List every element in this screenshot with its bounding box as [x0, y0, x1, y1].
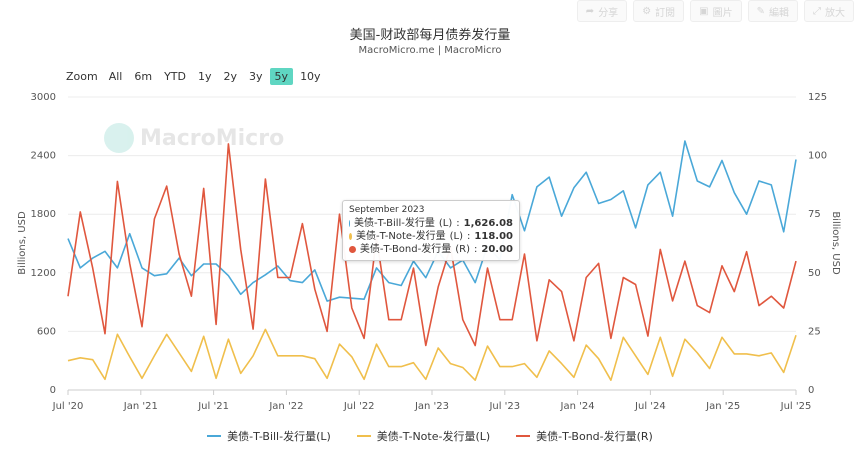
range-10y-button[interactable]: 10y	[300, 70, 321, 83]
x-tick-label: Jul '21	[197, 401, 229, 412]
tooltip-tbond-axis: (R)	[455, 244, 470, 255]
legend-swatch-tnote	[356, 435, 371, 437]
tooltip-tnote-value: 118.00	[474, 231, 513, 242]
tbond-dot-icon	[349, 246, 356, 253]
tooltip-tbill-value: 1,626.08	[463, 218, 513, 229]
image-icon: ▣	[699, 5, 709, 17]
enlarge-button[interactable]: ⤢ 放大	[804, 0, 854, 22]
range-2y-button[interactable]: 2y	[223, 70, 238, 83]
edit-button[interactable]: ✎ 編輯	[747, 0, 798, 22]
y-right-tick-label: 50	[808, 268, 821, 279]
range-5y-button[interactable]: 5y	[269, 68, 294, 85]
series-line-tbill	[67, 140, 797, 302]
enlarge-button-label: 放大	[825, 7, 845, 19]
series-lines	[67, 140, 797, 382]
share-button[interactable]: ➦ 分享	[576, 0, 628, 22]
macromicro-logo-icon	[104, 123, 134, 153]
x-tick-label: Jul '20	[52, 401, 84, 412]
tooltip: September 2023 美债-T-Bill-发行量 (L): 1,626.0…	[342, 200, 520, 261]
x-tick-label: Jan '25	[705, 401, 740, 412]
legend-swatch-tbond	[516, 435, 531, 437]
y-right-tick-label: 75	[808, 209, 821, 220]
legend-item-tnote[interactable]: 美债-T-Note-发行量(L)	[356, 428, 491, 444]
chart-title: 美国-财政部每月债券发行量	[349, 28, 511, 43]
y-left-tick-label: 600	[37, 326, 56, 337]
legend-label-tbond: 美债-T-Bond-发行量(R)	[536, 430, 653, 443]
legend-label-tnote: 美债-T-Note-发行量(L)	[376, 430, 491, 443]
tooltip-title: September 2023	[349, 205, 425, 215]
image-button[interactable]: ▣ 圖片	[690, 0, 742, 22]
y-right-axis-label: Billions, USD	[830, 211, 841, 275]
y-right-axis: 0 25 50 75 100 125	[808, 92, 827, 396]
x-tick-label: Jan '22	[268, 401, 303, 412]
range-selector: Zoom All 6m YTD 1y 2y 3y 5y 10y	[66, 68, 326, 85]
legend: 美债-T-Bill-发行量(L) 美债-T-Note-发行量(L) 美债-T-B…	[0, 428, 860, 444]
chart-subtitle: MacroMicro.me | MacroMicro	[358, 45, 502, 56]
tooltip-tnote-axis: (L)	[449, 231, 464, 242]
subscribe-button[interactable]: ⚙ 訂閱	[633, 0, 685, 22]
watermark-text: MacroMicro	[140, 125, 285, 151]
range-all-button[interactable]: All	[108, 70, 123, 83]
subscribe-button-label: 訂閱	[655, 7, 676, 19]
chart-toolbar: ➦ 分享 ⚙ 訂閱 ▣ 圖片 ✎ 編輯 ⤢ 放大	[576, 0, 854, 22]
series-line-tbond	[67, 143, 797, 347]
tooltip-tbond-value: 20.00	[481, 244, 513, 255]
y-right-tick-label: 125	[808, 92, 827, 103]
tooltip-row-tbill: 美债-T-Bill-发行量 (L): 1,626.08	[349, 217, 513, 230]
tooltip-tbill-series: 美债-T-Bill-发行量	[354, 218, 435, 229]
x-axis: Jul '20 Jan '21 Jul '21 Jan '22 Jul '22 Jan '…	[52, 389, 812, 412]
series-line-tnote	[67, 328, 797, 382]
share-button-label: 分享	[598, 7, 619, 19]
tooltip-row-tbond: 美债-T-Bond-发行量 (R): 20.00	[349, 243, 513, 256]
tooltip-tnote-series: 美债-T-Note-发行量	[355, 231, 446, 242]
range-3y-button[interactable]: 3y	[249, 70, 263, 83]
x-tick-label: Jul '23	[488, 401, 520, 412]
y-left-axis-label: Billions, USD	[17, 211, 28, 275]
y-left-axis: 0 600 1200 1800 2400 3000	[31, 92, 56, 396]
edit-button-label: 編輯	[769, 7, 789, 19]
tbill-dot-icon	[349, 220, 351, 227]
y-right-tick-label: 100	[808, 151, 827, 162]
legend-item-tbill[interactable]: 美债-T-Bill-发行量(L)	[207, 428, 331, 444]
image-button-label: 圖片	[712, 7, 733, 19]
range-ytd-button[interactable]: YTD	[164, 70, 186, 83]
gear-icon: ⚙	[642, 5, 652, 17]
tooltip-tbond-series: 美债-T-Bond-发行量	[359, 244, 452, 255]
y-left-tick-label: 1200	[31, 268, 56, 279]
legend-label-tbill: 美债-T-Bill-发行量(L)	[227, 430, 331, 443]
x-tick-label: Jan '24	[560, 401, 595, 412]
pencil-icon: ✎	[756, 5, 765, 17]
y-right-tick-label: 25	[808, 326, 821, 337]
legend-swatch-tbill	[207, 435, 222, 437]
watermark: MacroMicro	[104, 123, 284, 153]
y-left-tick-label: 1800	[31, 209, 56, 220]
range-zoom-label: Zoom	[66, 70, 98, 83]
y-left-tick-label: 3000	[31, 92, 56, 103]
range-1y-button[interactable]: 1y	[198, 70, 212, 83]
x-tick-label: Jan '23	[414, 401, 449, 412]
expand-icon: ⤢	[813, 5, 821, 17]
y-left-tick-label: 0	[50, 385, 56, 396]
share-icon: ➦	[585, 5, 595, 17]
x-tick-label: Jul '24	[634, 401, 666, 412]
tnote-dot-icon	[349, 233, 352, 240]
range-6m-button[interactable]: 6m	[134, 70, 153, 83]
x-tick-label: Jul '22	[343, 401, 375, 412]
x-tick-label: Jan '21	[123, 401, 158, 412]
legend-item-tbond[interactable]: 美债-T-Bond-发行量(R)	[516, 428, 653, 444]
tooltip-tbill-axis: (L)	[438, 218, 453, 229]
tooltip-row-tnote: 美债-T-Note-发行量 (L): 118.00	[349, 230, 513, 243]
x-tick-label: Jul '25	[780, 401, 812, 412]
y-left-tick-label: 2400	[31, 151, 56, 162]
y-right-tick-label: 0	[808, 385, 814, 396]
